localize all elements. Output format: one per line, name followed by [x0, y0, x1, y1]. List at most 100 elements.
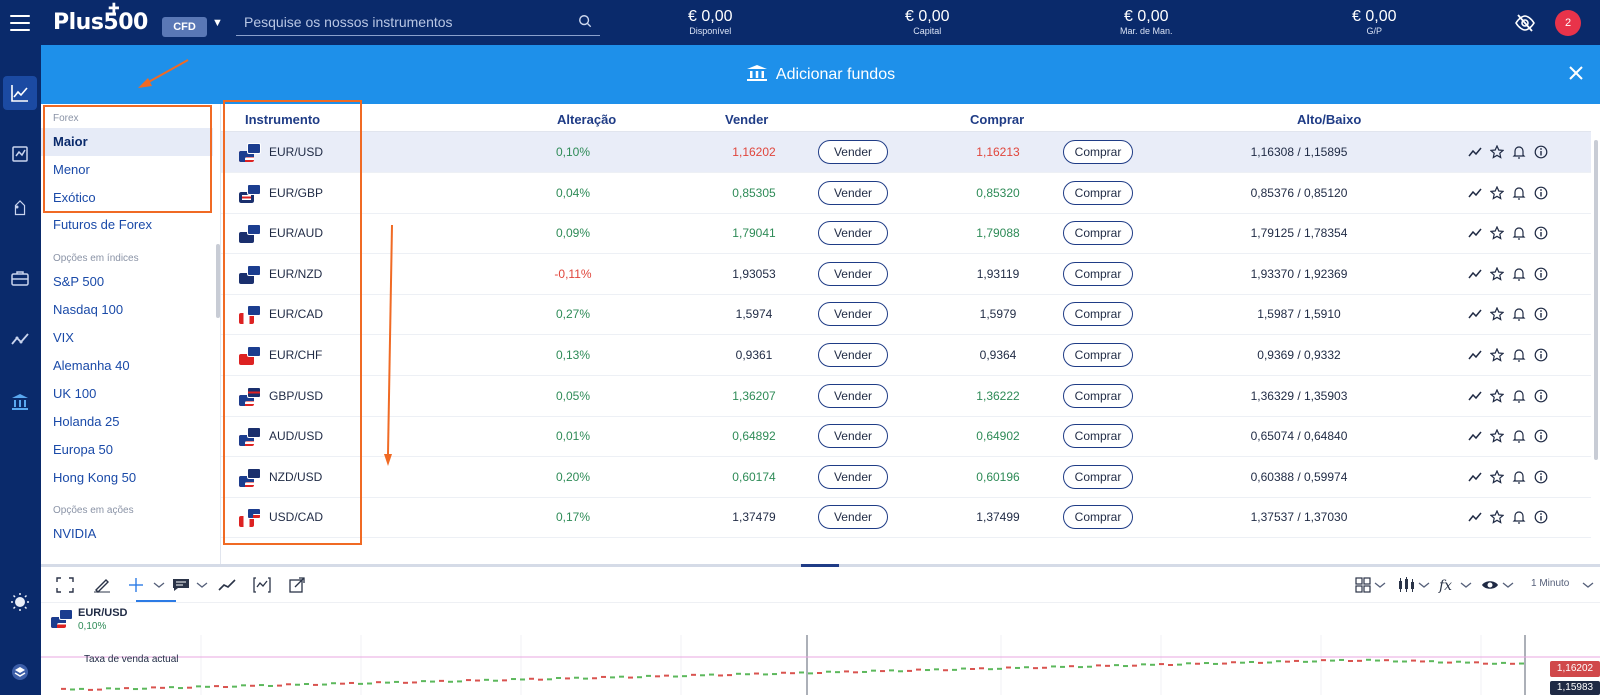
info-icon[interactable]: [1534, 470, 1548, 484]
panel-divider[interactable]: [41, 564, 1600, 567]
info-icon[interactable]: [1534, 389, 1548, 403]
crosshair-icon[interactable]: [127, 577, 145, 593]
sell-button[interactable]: Vender: [818, 424, 888, 449]
add-funds-content[interactable]: Adicionar fundos: [41, 64, 1600, 84]
category-item-uk100[interactable]: UK 100: [53, 386, 97, 401]
star-icon[interactable]: [1490, 307, 1504, 322]
chevron-down-icon[interactable]: [150, 577, 168, 593]
trend-icon[interactable]: [1468, 267, 1482, 281]
instrument-name[interactable]: USD/CAD: [269, 510, 324, 525]
buy-button[interactable]: Comprar: [1063, 343, 1133, 367]
close-icon[interactable]: [1568, 65, 1584, 81]
table-row[interactable]: EUR/USD 0,10% 1,16202 Vender 1,16213 Comprar 1…: [221, 132, 1591, 173]
instrument-name[interactable]: NZD/USD: [269, 469, 323, 484]
chevron-down-icon[interactable]: [1457, 577, 1475, 593]
sell-button[interactable]: Vender: [818, 221, 888, 246]
chevron-down-icon[interactable]: ▼: [212, 17, 223, 29]
trend-line-icon[interactable]: [218, 577, 236, 593]
category-item-exotic[interactable]: Exótico: [53, 190, 96, 205]
info-icon[interactable]: [1534, 307, 1548, 321]
instrument-name[interactable]: EUR/NZD: [269, 266, 323, 281]
header-change[interactable]: Alteração: [557, 112, 617, 127]
category-item-nasdaq100[interactable]: Nasdaq 100: [53, 302, 124, 317]
trend-icon[interactable]: [3, 322, 37, 356]
account-type-badge[interactable]: CFD: [162, 17, 207, 37]
bell-icon[interactable]: [1512, 226, 1526, 240]
star-icon[interactable]: [1490, 185, 1504, 200]
sell-button[interactable]: Vender: [818, 302, 888, 327]
table-row[interactable]: EUR/NZD -0,11% 1,93053 Vender 1,93119 Comprar…: [221, 254, 1591, 295]
table-row[interactable]: AUD/USD 0,01% 0,64892 Vender 0,64902 Comprar 0…: [221, 416, 1591, 458]
pencil-icon[interactable]: [93, 577, 111, 593]
instrument-name[interactable]: EUR/CAD: [269, 307, 324, 322]
instrument-name[interactable]: EUR/CHF: [269, 348, 323, 362]
star-icon[interactable]: [1490, 510, 1504, 525]
briefcase-icon[interactable]: [3, 261, 37, 295]
category-scrollbar[interactable]: [216, 244, 220, 318]
trend-icon[interactable]: [1468, 510, 1482, 524]
sell-button[interactable]: Vender: [818, 180, 888, 205]
category-item-netherlands25[interactable]: Holanda 25: [53, 414, 120, 429]
table-row[interactable]: EUR/AUD 0,09% 1,79041 Vender 1,79088 Comprar 1…: [221, 213, 1591, 255]
exchange-icon[interactable]: [3, 137, 37, 171]
bell-icon[interactable]: [1512, 186, 1526, 200]
table-row[interactable]: USD/CAD 0,17% 1,37479 Vender 1,37499 Comprar 1…: [221, 497, 1591, 539]
instrument-name[interactable]: EUR/AUD: [269, 226, 324, 241]
category-item-sp500[interactable]: S&P 500: [53, 274, 105, 289]
trend-icon[interactable]: [1468, 348, 1482, 362]
table-row[interactable]: GBP/USD 0,05% 1,36207 Vender 1,36222 Comprar 1…: [221, 376, 1591, 417]
hide-balance-icon[interactable]: [1515, 14, 1535, 32]
bell-icon[interactable]: [1512, 267, 1526, 281]
buy-button[interactable]: Comprar: [1063, 424, 1133, 449]
bell-icon[interactable]: [1512, 510, 1526, 524]
info-icon[interactable]: [1534, 348, 1548, 362]
notification-badge[interactable]: 2: [1555, 10, 1581, 36]
instrument-name[interactable]: EUR/USD: [269, 145, 324, 159]
tag-icon[interactable]: [3, 193, 37, 227]
star-icon[interactable]: [1490, 145, 1504, 159]
bell-icon[interactable]: [1512, 145, 1526, 159]
header-high-low[interactable]: Alto/Baixo: [1297, 112, 1362, 127]
buy-button[interactable]: Comprar: [1063, 221, 1133, 246]
sell-button[interactable]: Vender: [818, 261, 888, 286]
interval-select[interactable]: 1 Minuto: [1531, 578, 1570, 589]
category-item-germany40[interactable]: Alemanha 40: [53, 358, 130, 373]
category-item-europe50[interactable]: Europa 50: [53, 442, 113, 457]
star-icon[interactable]: [1490, 388, 1504, 403]
bell-icon[interactable]: [1512, 470, 1526, 484]
info-icon[interactable]: [1534, 267, 1548, 281]
table-row[interactable]: EUR/GBP 0,04% 0,85305 Vender 0,85320 Comprar 0…: [221, 173, 1591, 214]
add-funds-banner[interactable]: Adicionar fundos: [41, 45, 1600, 104]
layout-grid-icon[interactable]: [1354, 577, 1372, 593]
buy-button[interactable]: Comprar: [1063, 140, 1133, 164]
chevron-down-icon[interactable]: [193, 577, 211, 593]
trend-icon[interactable]: [1468, 186, 1482, 200]
header-buy[interactable]: Comprar: [970, 112, 1025, 127]
chevron-down-icon[interactable]: [1499, 577, 1517, 593]
star-icon[interactable]: [1490, 348, 1504, 362]
category-item-nvidia[interactable]: NVIDIA: [53, 526, 97, 541]
buy-button[interactable]: Comprar: [1063, 505, 1133, 530]
info-icon[interactable]: [1534, 186, 1548, 200]
category-item-hongkong50[interactable]: Hong Kong 50: [53, 470, 137, 485]
trend-icon[interactable]: [1468, 145, 1482, 159]
search-icon[interactable]: [578, 14, 592, 28]
brightness-icon[interactable]: [3, 585, 37, 619]
sell-button[interactable]: Vender: [818, 383, 888, 408]
sell-button[interactable]: Vender: [818, 140, 888, 164]
star-icon[interactable]: [1490, 429, 1504, 443]
trend-icon[interactable]: [1468, 429, 1482, 443]
category-item-vix[interactable]: VIX: [53, 330, 74, 345]
info-icon[interactable]: [1534, 510, 1548, 524]
info-icon[interactable]: [1534, 226, 1548, 240]
function-icon[interactable]: fx: [1437, 577, 1455, 594]
star-icon[interactable]: [1490, 469, 1504, 484]
category-item-major[interactable]: Maior: [41, 128, 213, 156]
buy-button[interactable]: Comprar: [1063, 383, 1133, 408]
trend-icon[interactable]: [1468, 470, 1482, 484]
buy-button[interactable]: Comprar: [1063, 261, 1133, 286]
instrument-name[interactable]: GBP/USD: [269, 388, 324, 403]
fullscreen-icon[interactable]: [56, 577, 74, 593]
chevron-down-icon[interactable]: [1415, 577, 1433, 593]
buy-button[interactable]: Comprar: [1063, 464, 1133, 489]
